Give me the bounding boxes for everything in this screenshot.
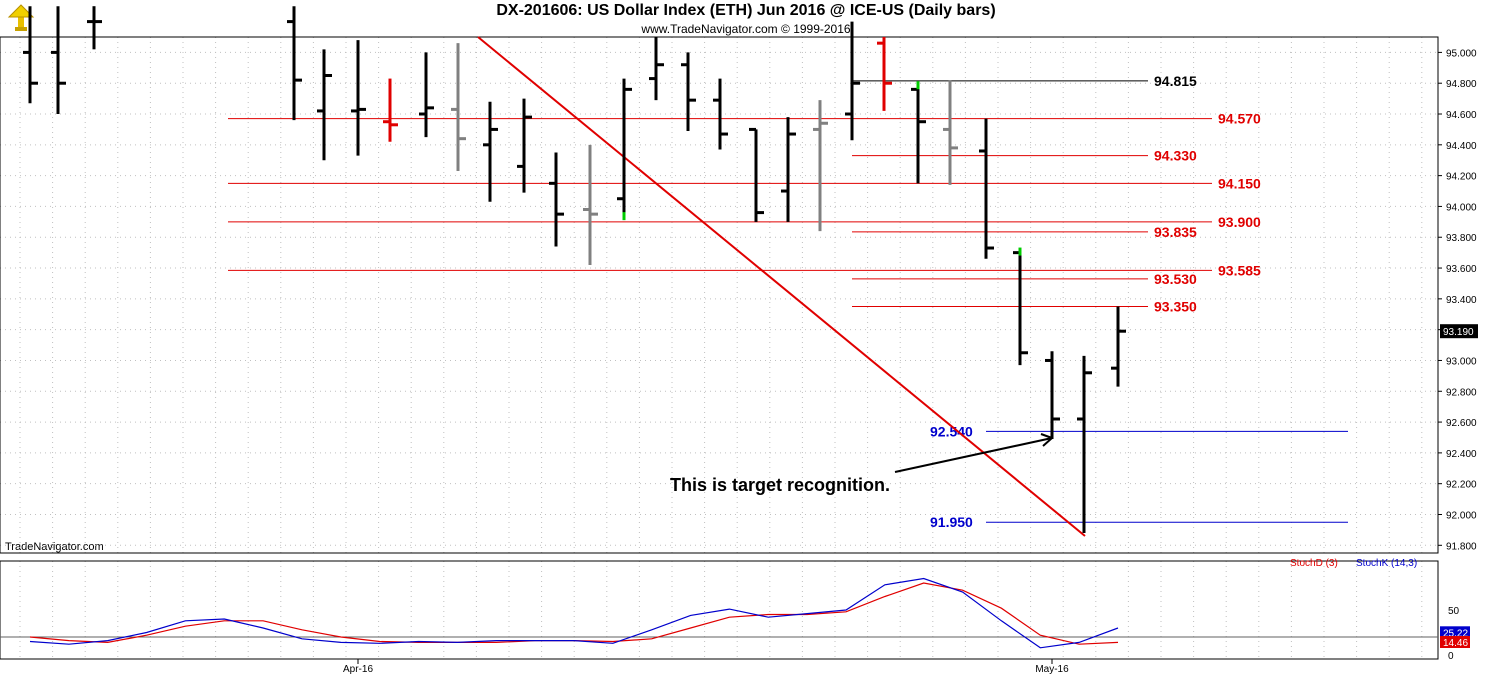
- level-label: 94.150: [1218, 175, 1261, 191]
- grid: [0, 37, 1438, 659]
- ohlc-bar: [583, 144, 598, 265]
- stoch-legend-d: StochD (3): [1290, 558, 1338, 569]
- ohlc-bar: [1013, 249, 1028, 366]
- stoch-k-box: [1440, 626, 1470, 639]
- chart-title: DX-201606: US Dollar Index (ETH) Jun 201…: [496, 2, 996, 19]
- ohlc-bar: [1111, 306, 1126, 387]
- price-tick-label: 92.600: [1446, 418, 1477, 429]
- ohlc-bar: [419, 52, 434, 138]
- ohlc-bar: [649, 37, 664, 101]
- chart-subtitle: www.TradeNavigator.com © 1999-2016: [641, 22, 851, 36]
- ohlc-bar: [23, 6, 38, 104]
- stoch-legend-k: StochK (14,3): [1356, 558, 1417, 569]
- watermark-text: TradeNavigator.com: [5, 541, 104, 553]
- trade-navigator-logo: [5, 3, 35, 33]
- level-lines: 94.815 94.570 94.330 94.150 93.900 93.835 93.5…: [228, 73, 1348, 530]
- ohlc-bar: [845, 21, 860, 141]
- price-tick-label: 93.800: [1446, 233, 1477, 244]
- last-price-box: [1440, 324, 1478, 339]
- last-price-label: 93.190: [1443, 327, 1474, 338]
- annotation-group: This is target recognition.: [670, 433, 1053, 495]
- ohlc-bar: [1045, 351, 1060, 440]
- stoch-line: [29, 582, 1119, 645]
- price-tick-label: 92.200: [1446, 480, 1477, 491]
- price-tick-label: 94.200: [1446, 172, 1477, 183]
- price-tick-label: 92.800: [1446, 387, 1477, 398]
- level-label: 93.530: [1154, 271, 1197, 287]
- price-tick-label: 92.000: [1446, 510, 1477, 521]
- level-label: 91.950: [930, 514, 973, 530]
- ohlc-bar: [317, 49, 332, 161]
- ohlc-bar: [517, 98, 532, 193]
- annotation-text: This is target recognition.: [670, 475, 890, 495]
- trendline: [477, 36, 1086, 537]
- price-tick-label: 95.000: [1446, 48, 1477, 59]
- stoch-panel-border: [0, 560, 1439, 660]
- annotation-arrow: [894, 437, 1053, 473]
- ohlc-bar: [351, 40, 366, 156]
- ohlc-bar: [713, 78, 728, 150]
- ohlc-bar: [549, 152, 564, 247]
- price-tick-label: 94.400: [1446, 141, 1477, 152]
- ohlc-bar: [87, 6, 102, 50]
- level-label: 93.835: [1154, 224, 1197, 240]
- price-tick-label: 93.000: [1446, 356, 1477, 367]
- price-tick-label: 92.400: [1446, 449, 1477, 460]
- stoch-d-value: 14.46: [1443, 638, 1468, 649]
- level-label: 94.330: [1154, 148, 1197, 164]
- ohlc-bar: [911, 83, 926, 184]
- stoch-tick-label: 0: [1448, 651, 1454, 662]
- ohlc-bar: [617, 78, 632, 215]
- stoch-line: [29, 577, 1119, 649]
- ohlc-bar: [51, 6, 66, 115]
- ohlc-bar: [483, 101, 498, 202]
- price-tick-label: 93.400: [1446, 295, 1477, 306]
- annotation-arrowhead: [1040, 433, 1053, 447]
- ohlc-bar: [287, 6, 302, 121]
- ohlc-bars: [23, 6, 1126, 533]
- price-axis-labels: 95.000 94.800 94.600 94.400 94.200 94.000 93.8…: [1438, 48, 1477, 552]
- last-price-marker: 93.190: [1440, 324, 1478, 339]
- date-tick-label: Apr-16: [343, 664, 373, 675]
- level-label: 93.585: [1218, 262, 1261, 278]
- date-axis-labels: Apr-16 May-16: [343, 659, 1069, 675]
- ohlc-bar: [749, 127, 764, 222]
- level-label: 93.900: [1218, 214, 1261, 230]
- level-label: 93.350: [1154, 299, 1197, 315]
- ohlc-bar: [451, 43, 466, 172]
- stoch-d-box: [1440, 635, 1470, 648]
- stoch-k-value: 25.22: [1443, 628, 1468, 639]
- ohlc-bar: [877, 37, 892, 111]
- ohlc-bar: [1077, 355, 1092, 533]
- level-label: 94.570: [1218, 111, 1261, 127]
- price-tick-label: 94.800: [1446, 79, 1477, 90]
- ohlc-bar: [813, 100, 828, 232]
- ohlc-bar: [943, 80, 958, 185]
- stoch-tick-label: 50: [1448, 606, 1460, 617]
- price-tick-label: 94.600: [1446, 110, 1477, 121]
- ohlc-bar: [383, 78, 398, 142]
- price-tick-label: 93.600: [1446, 264, 1477, 275]
- date-tick-label: May-16: [1035, 664, 1069, 675]
- price-tick-label: 94.000: [1446, 202, 1477, 213]
- ohlc-bar: [979, 118, 994, 259]
- price-tick-label: 91.800: [1446, 541, 1477, 552]
- level-label: 94.815: [1154, 73, 1197, 89]
- ohlc-bar: [681, 52, 696, 131]
- ohlc-bar: [781, 117, 796, 222]
